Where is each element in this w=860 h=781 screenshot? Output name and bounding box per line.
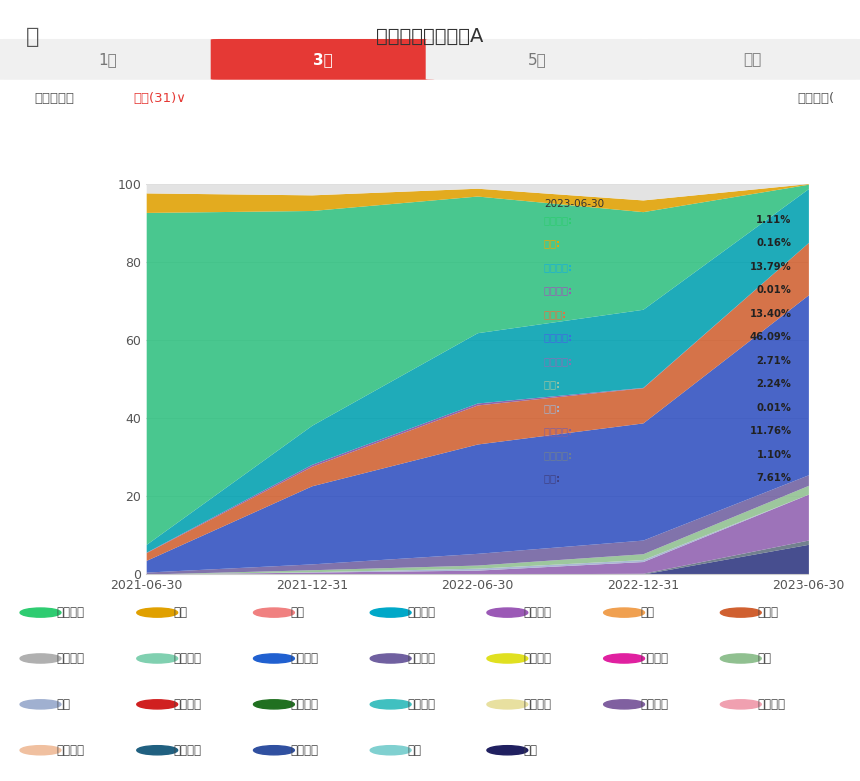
Text: 查看季报(: 查看季报(: [797, 92, 834, 105]
Circle shape: [20, 608, 61, 617]
Text: 3年: 3年: [313, 52, 332, 67]
Text: 公用事业: 公用事业: [407, 652, 435, 665]
Circle shape: [487, 700, 528, 709]
Text: 建筑材料: 建筑材料: [57, 744, 85, 757]
Text: 农林牧渔: 农林牧渔: [407, 698, 435, 711]
Text: 美容护理: 美容护理: [641, 652, 668, 665]
Circle shape: [370, 654, 411, 663]
Text: 建筑装饰: 建筑装饰: [757, 698, 785, 711]
Text: 〈: 〈: [26, 27, 40, 48]
Circle shape: [254, 608, 294, 617]
FancyBboxPatch shape: [0, 39, 219, 80]
Text: 银行: 银行: [291, 606, 304, 619]
Circle shape: [370, 746, 411, 754]
Text: 机械设备: 机械设备: [291, 652, 318, 665]
Text: 汽车: 汽车: [57, 698, 71, 711]
Circle shape: [721, 700, 761, 709]
Text: 纺织服饰: 纺织服饰: [524, 698, 552, 711]
Text: 5年: 5年: [528, 52, 547, 67]
Circle shape: [137, 746, 178, 754]
Text: 计算机: 计算机: [757, 606, 778, 619]
Text: 1年: 1年: [98, 52, 117, 67]
Text: 交通运输: 交通运输: [291, 744, 318, 757]
Text: 申万(31)∨: 申万(31)∨: [133, 92, 187, 105]
Circle shape: [487, 608, 528, 617]
Circle shape: [721, 608, 761, 617]
Text: 轻工制造: 轻工制造: [174, 744, 201, 757]
FancyBboxPatch shape: [426, 39, 649, 80]
Text: 电子: 电子: [174, 606, 187, 619]
Text: 选择行业：: 选择行业：: [34, 92, 75, 105]
Circle shape: [487, 746, 528, 754]
Circle shape: [254, 654, 294, 663]
Circle shape: [20, 700, 61, 709]
Circle shape: [137, 700, 178, 709]
Circle shape: [604, 608, 644, 617]
Circle shape: [721, 654, 761, 663]
Circle shape: [137, 608, 178, 617]
Circle shape: [254, 700, 294, 709]
Text: 传媒: 传媒: [641, 606, 654, 619]
Circle shape: [137, 654, 178, 663]
Circle shape: [370, 700, 411, 709]
Circle shape: [487, 654, 528, 663]
Text: 环保: 环保: [757, 652, 771, 665]
Circle shape: [254, 746, 294, 754]
Text: 非银金融: 非银金融: [174, 698, 201, 711]
Text: 食品饮料: 食品饮料: [174, 652, 201, 665]
FancyBboxPatch shape: [211, 39, 434, 80]
Text: 电力设备: 电力设备: [407, 606, 435, 619]
Text: 国防军工: 国防军工: [291, 698, 318, 711]
Text: 全部: 全部: [743, 52, 762, 67]
Text: 基础化工: 基础化工: [524, 606, 552, 619]
Text: 博时创新经济混合A: 博时创新经济混合A: [377, 27, 483, 46]
Text: 通信: 通信: [524, 744, 538, 757]
Circle shape: [370, 608, 411, 617]
Circle shape: [604, 700, 644, 709]
Circle shape: [20, 654, 61, 663]
Text: 家用电器: 家用电器: [641, 698, 668, 711]
Text: 有色金属: 有色金属: [524, 652, 552, 665]
Text: 商贸零售: 商贸零售: [57, 652, 85, 665]
Circle shape: [604, 654, 644, 663]
Text: 钢铁: 钢铁: [407, 744, 421, 757]
Circle shape: [20, 746, 61, 754]
Text: 医药生物: 医药生物: [57, 606, 85, 619]
FancyBboxPatch shape: [641, 39, 860, 80]
